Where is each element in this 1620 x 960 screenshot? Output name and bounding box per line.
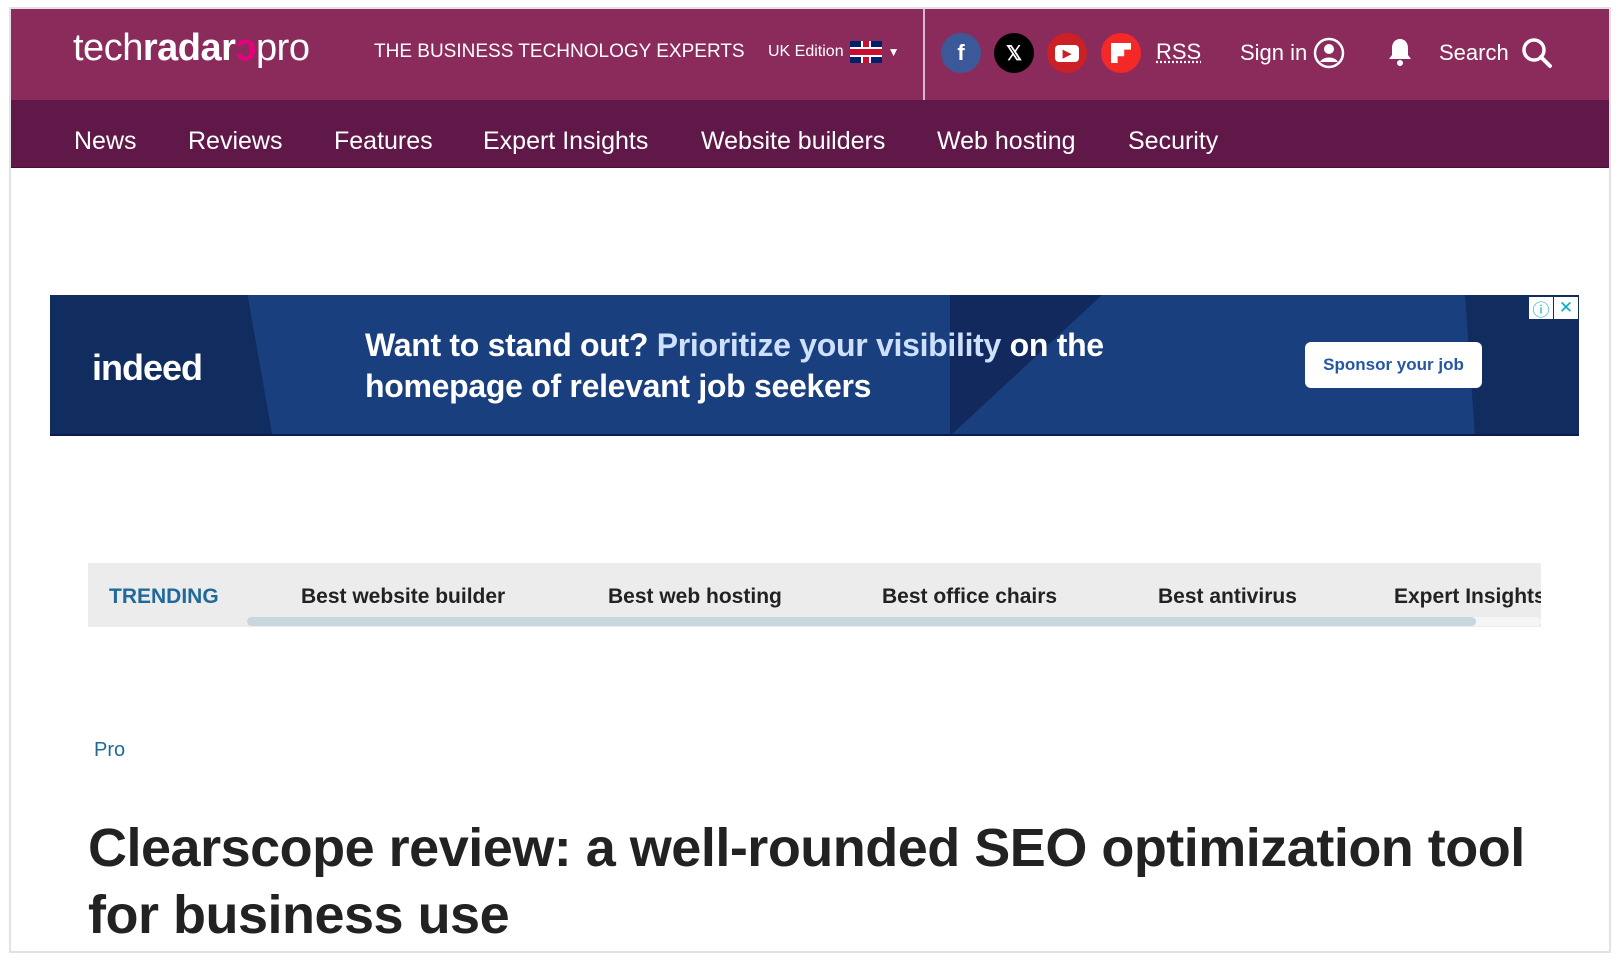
tagline: THE BUSINESS TECHNOLOGY EXPERTS <box>374 41 745 62</box>
top-header: techradarↄpro THE BUSINESS TECHNOLOGY EX… <box>11 9 1609 100</box>
x-icon[interactable]: 𝕏 <box>994 33 1034 73</box>
radar-signal-icon: ↄ <box>235 27 257 69</box>
edition-label: UK Edition <box>768 43 844 60</box>
page: techradarↄpro THE BUSINESS TECHNOLOGY EX… <box>9 7 1611 953</box>
rss-link[interactable]: RSS <box>1156 39 1202 64</box>
search-icon <box>1521 38 1552 68</box>
facebook-icon[interactable]: f <box>941 33 981 73</box>
trending-item[interactable]: Best antivirus <box>1158 585 1297 608</box>
search-button[interactable]: Search <box>1439 37 1553 69</box>
nav-features[interactable]: Features <box>334 127 433 155</box>
caret-down-icon: ▼ <box>887 45 900 59</box>
divider <box>923 9 925 100</box>
category-breadcrumb[interactable]: Pro <box>94 739 126 761</box>
indeed-ad-banner[interactable]: indeed Want to stand out? Prioritize you… <box>50 295 1579 436</box>
nav-website-builders[interactable]: Website builders <box>701 127 886 155</box>
user-icon <box>1314 37 1345 69</box>
bell-icon[interactable] <box>1387 37 1413 67</box>
trending-label: TRENDING <box>109 585 219 608</box>
edition-selector[interactable]: UK Edition ▼ <box>768 41 899 63</box>
scrollbar-thumb[interactable] <box>247 617 1477 626</box>
ad-headline: Want to stand out? Prioritize your visib… <box>365 327 1104 404</box>
trending-bar: TRENDING Best website builder Best web h… <box>88 563 1541 627</box>
indeed-logo: indeed <box>92 347 203 388</box>
trending-scrollbar[interactable] <box>247 617 1541 626</box>
sign-in-button[interactable]: Sign in <box>1240 37 1345 69</box>
nav-news[interactable]: News <box>74 127 137 155</box>
nav-web-hosting[interactable]: Web hosting <box>937 127 1076 155</box>
search-label: Search <box>1439 40 1509 65</box>
article-title: Clearscope review: a well-rounded SEO op… <box>88 818 1525 945</box>
trending-item[interactable]: Expert Insights <box>1394 585 1541 608</box>
techradar-pro-logo[interactable]: techradarↄpro <box>73 27 310 69</box>
nav-reviews[interactable]: Reviews <box>188 127 283 155</box>
nav-expert-insights[interactable]: Expert Insights <box>483 127 649 155</box>
ad-close-icon[interactable]: ✕ <box>1554 297 1578 319</box>
sign-in-label: Sign in <box>1240 40 1308 65</box>
uk-flag-icon <box>849 41 882 63</box>
youtube-icon[interactable]: ▶ <box>1047 33 1087 73</box>
nav-security[interactable]: Security <box>1128 127 1219 155</box>
trending-item[interactable]: Best web hosting <box>608 585 782 608</box>
trending-item[interactable]: Best office chairs <box>882 585 1058 608</box>
main-nav <box>11 100 1609 168</box>
sponsor-job-button[interactable]: Sponsor your job <box>1305 342 1482 388</box>
ad-info-icon[interactable]: ⓘ <box>1529 297 1553 320</box>
flipboard-icon[interactable] <box>1101 33 1141 73</box>
trending-item[interactable]: Best website builder <box>301 585 506 608</box>
